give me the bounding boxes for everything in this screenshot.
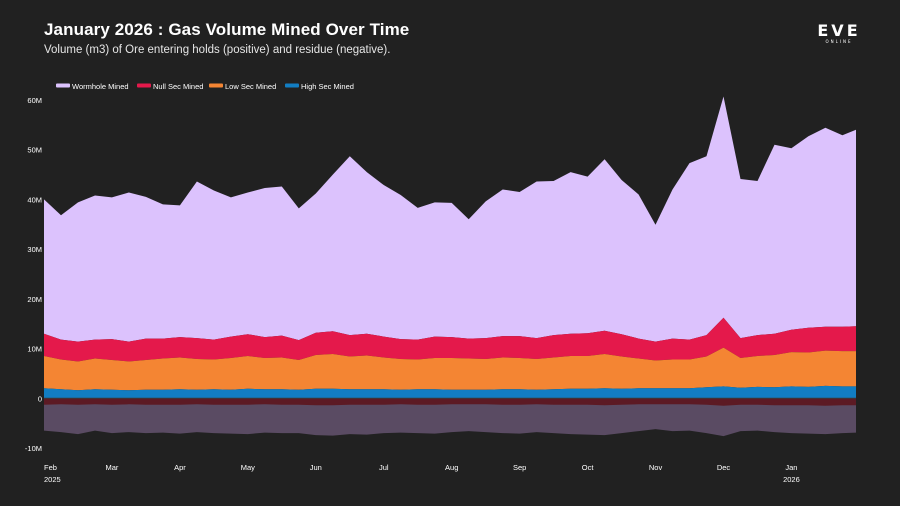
legend-label-null-sec: Null Sec Mined: [153, 82, 203, 91]
y-tick-label: 60M: [27, 96, 42, 105]
x-tick-sublabel: 2025: [44, 475, 61, 484]
x-tick-label: Jul: [379, 463, 389, 472]
legend-label-high-sec: High Sec Mined: [301, 82, 354, 91]
legend-label-low-sec: Low Sec Mined: [225, 82, 276, 91]
y-tick-label: 50M: [27, 146, 42, 155]
area-high-sec: [44, 385, 856, 399]
chart-areas: [44, 96, 856, 437]
x-tick-label: Oct: [582, 463, 595, 472]
y-tick-label: 20M: [27, 295, 42, 304]
logo-subtext: ONLINE: [825, 39, 852, 44]
x-tick-label: Dec: [717, 463, 731, 472]
x-tick-label: Nov: [649, 463, 663, 472]
legend-swatch-wormhole: [56, 83, 70, 88]
legend-swatch-null-sec: [137, 83, 151, 88]
eve-online-logo: EVE ONLINE: [817, 22, 860, 44]
x-tick-label: Jan: [785, 463, 797, 472]
x-tick-label: Feb: [44, 463, 57, 472]
y-tick-label: -10M: [25, 444, 42, 453]
y-tick-label: 40M: [27, 195, 42, 204]
x-tick-label: Mar: [105, 463, 118, 472]
area-residue-total: [44, 398, 856, 437]
chart-subtitle: Volume (m3) of Ore entering holds (posit…: [44, 44, 391, 56]
area-low-sec: [44, 347, 856, 391]
x-tick-sublabel: 2026: [783, 475, 800, 484]
legend-label-wormhole: Wormhole Mined: [72, 82, 129, 91]
y-tick-label: 30M: [27, 245, 42, 254]
x-tick-label: Sep: [513, 463, 526, 472]
chart-title: January 2026 : Gas Volume Mined Over Tim…: [44, 20, 410, 39]
legend: Wormhole Mined Null Sec Mined Low Sec Mine…: [56, 82, 354, 91]
y-tick-label: 10M: [27, 345, 42, 354]
logo-text: EVE: [817, 22, 860, 40]
area-residue-inner: [44, 398, 856, 406]
x-tick-label: Jun: [310, 463, 322, 472]
x-axis: Feb 2025 Mar Apr May Jun Jul Aug Sep Oct Nov Dec Jan…: [44, 463, 800, 484]
x-tick-label: May: [241, 463, 255, 472]
x-tick-label: Aug: [445, 463, 458, 472]
y-axis: 60M 50M 40M 30M 20M 10M 0 -10M: [25, 96, 42, 453]
area-wormhole: [44, 96, 856, 342]
legend-swatch-high-sec: [285, 83, 299, 88]
x-tick-label: Apr: [174, 463, 186, 472]
legend-swatch-low-sec: [209, 83, 223, 88]
area-null-sec: [44, 317, 856, 362]
y-tick-label: 0: [38, 394, 42, 403]
